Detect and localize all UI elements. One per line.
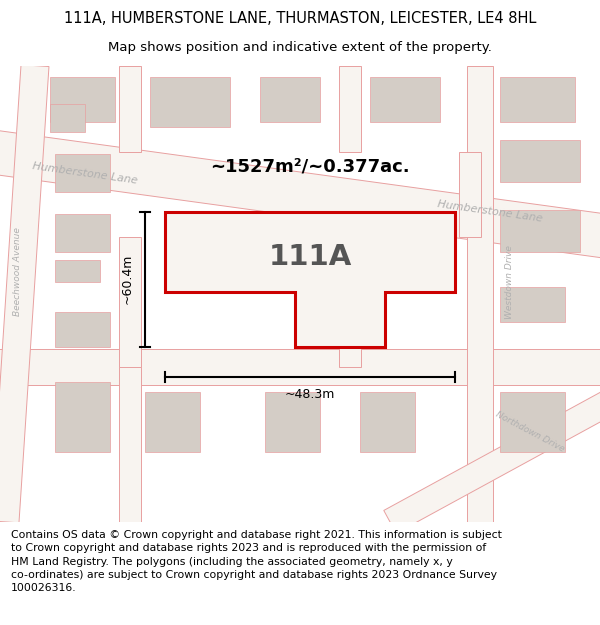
Bar <box>55 154 110 192</box>
Text: 111A: 111A <box>268 242 352 271</box>
Text: Humberstone Lane: Humberstone Lane <box>32 161 138 186</box>
Polygon shape <box>459 152 481 237</box>
Polygon shape <box>0 65 49 522</box>
Bar <box>55 312 110 347</box>
Polygon shape <box>384 391 600 533</box>
Polygon shape <box>119 66 141 152</box>
Bar <box>265 392 320 452</box>
Text: Northdown Drive: Northdown Drive <box>494 410 566 454</box>
Text: Westdown Drive: Westdown Drive <box>505 245 515 319</box>
Polygon shape <box>467 66 493 522</box>
Polygon shape <box>165 212 455 347</box>
Bar <box>500 392 565 452</box>
Polygon shape <box>119 237 141 367</box>
Bar <box>370 77 440 122</box>
Text: 111A, HUMBERSTONE LANE, THURMASTON, LEICESTER, LE4 8HL: 111A, HUMBERSTONE LANE, THURMASTON, LEIC… <box>64 11 536 26</box>
Polygon shape <box>0 349 600 385</box>
Polygon shape <box>339 66 361 152</box>
Text: ~48.3m: ~48.3m <box>285 388 335 401</box>
Bar <box>500 210 580 252</box>
Text: ~60.4m: ~60.4m <box>121 254 133 304</box>
Polygon shape <box>0 130 600 259</box>
Polygon shape <box>339 237 361 367</box>
Text: Map shows position and indicative extent of the property.: Map shows position and indicative extent… <box>108 41 492 54</box>
Bar <box>360 392 415 452</box>
Text: Contains OS data © Crown copyright and database right 2021. This information is : Contains OS data © Crown copyright and d… <box>11 530 502 593</box>
Bar <box>500 139 580 182</box>
Bar <box>55 382 110 452</box>
Bar <box>50 104 85 132</box>
Polygon shape <box>119 367 141 522</box>
Text: Humberstone Lane: Humberstone Lane <box>437 199 543 224</box>
Text: Beechwood Avenue: Beechwood Avenue <box>13 228 23 316</box>
Text: ~1527m²/~0.377ac.: ~1527m²/~0.377ac. <box>210 158 410 176</box>
Bar <box>145 392 200 452</box>
Bar <box>150 77 230 127</box>
Bar <box>500 77 575 122</box>
Bar <box>50 77 115 122</box>
Bar <box>55 214 110 252</box>
Bar <box>260 77 320 122</box>
Bar <box>500 287 565 322</box>
Bar <box>55 260 100 282</box>
